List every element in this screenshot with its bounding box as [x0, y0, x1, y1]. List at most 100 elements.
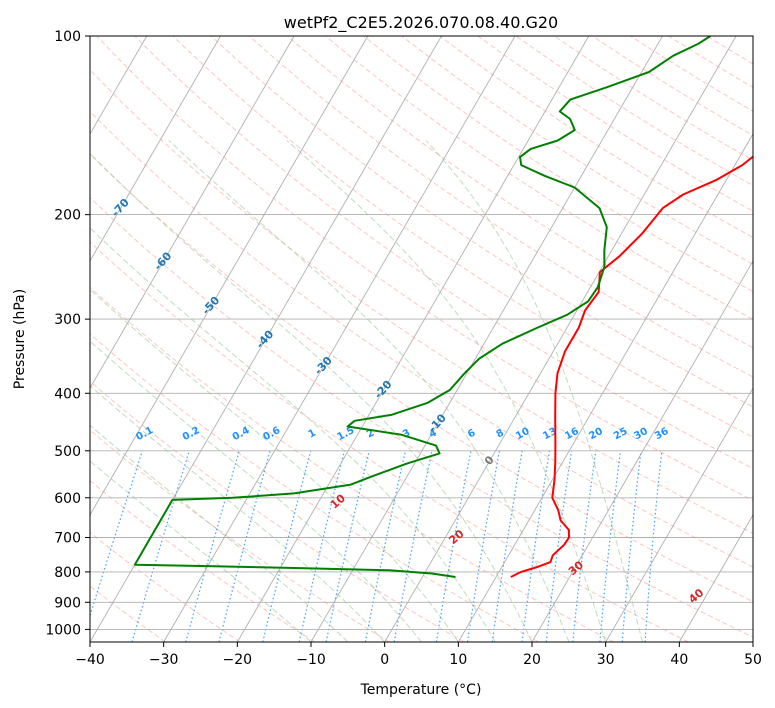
isotherm-line — [90, 36, 369, 516]
isotherm-label: -30 — [312, 354, 335, 378]
mixing-ratio-line — [521, 450, 551, 642]
dry-adiabat-line — [96, 36, 753, 502]
y-tick-label: 600 — [54, 491, 81, 507]
dry-adiabat-line — [90, 110, 753, 568]
isotherm-line — [163, 36, 516, 642]
dry-adiabat-line — [90, 429, 390, 642]
x-tick-label: 40 — [670, 652, 688, 668]
plot-frame — [89, 35, 754, 643]
isotherm-line — [605, 387, 753, 642]
moist-adiabat-line — [90, 152, 533, 642]
x-tick-label: 10 — [449, 652, 467, 668]
mixing-ratio-line — [262, 450, 312, 642]
isotherm-label: -70 — [109, 196, 132, 220]
mixing-ratio-line — [325, 450, 370, 642]
mixing-ratio-line — [466, 450, 500, 642]
dry-adiabat-line — [90, 241, 689, 642]
mixing-ratio-line — [131, 450, 190, 642]
dry-adiabat-line — [90, 531, 241, 642]
dry-adiabat-line — [90, 333, 540, 642]
moist-adiabat-line — [90, 424, 349, 642]
isotherm-line — [90, 36, 221, 262]
x-tick-label: 0 — [380, 652, 389, 668]
dry-adiabat-line — [90, 380, 465, 642]
isotherm-line — [90, 36, 295, 389]
y-axis-label: Pressure (hPa) — [12, 289, 28, 389]
y-tick-label: 1000 — [45, 622, 81, 638]
dry-adiabat-label: 10 — [328, 491, 348, 511]
dewpoint-profile-line — [133, 36, 711, 578]
y-tick-label: 100 — [54, 29, 81, 45]
x-tick-label: 30 — [597, 652, 615, 668]
background-line-labels: 0.10.20.40.611.52346810131620253036-100-… — [16, 101, 707, 606]
x-tick-label: −40 — [75, 652, 105, 668]
isotherm-line — [384, 36, 737, 642]
dry-adiabat-line — [401, 36, 753, 265]
mixing-ratio-label: 3 — [401, 428, 412, 441]
isotherm-line — [531, 260, 753, 642]
mixing-ratio-label: 0.6 — [261, 425, 282, 443]
isotherm-label: -90 — [16, 101, 39, 125]
mixing-ratio-label: 10 — [514, 426, 531, 442]
dry-adiabat-line — [439, 36, 753, 239]
dry-adiabat-line — [134, 36, 753, 470]
y-tick-label: 300 — [54, 312, 81, 328]
y-axis: 100 200 300 400 500 600 700 800 900 1000 — [45, 29, 90, 638]
mixing-ratio-label: 2 — [365, 428, 376, 441]
y-tick-label: 500 — [54, 444, 81, 460]
mixing-ratio-line — [298, 450, 346, 642]
x-tick-label: −30 — [149, 652, 179, 668]
x-axis-label: Temperature (°C) — [360, 682, 482, 698]
mixing-ratio-line — [185, 450, 240, 642]
mixing-ratio-label: 30 — [632, 426, 649, 442]
dry-adiabat-line — [90, 196, 753, 638]
dry-adiabat-line — [477, 36, 753, 212]
mixing-ratio-line — [218, 450, 271, 642]
y-tick-label: 200 — [54, 208, 81, 224]
isotherm-label: -60 — [151, 249, 174, 273]
mixing-ratio-label: 4 — [427, 428, 438, 441]
mixing-ratio-label: 0.1 — [134, 425, 155, 443]
dry-adiabat-line — [553, 36, 753, 161]
mixing-ratio-label: 20 — [587, 426, 604, 442]
x-tick-label: 50 — [744, 652, 762, 668]
grid-lines — [0, 36, 753, 642]
dry-adiabat-line — [248, 36, 753, 378]
x-tick-label: 20 — [523, 652, 541, 668]
isotherm-line — [457, 133, 753, 642]
dry-adiabat-line — [210, 36, 753, 408]
y-tick-label: 400 — [54, 386, 81, 402]
dry-adiabat-line — [90, 480, 315, 642]
isotherm-line — [752, 641, 753, 642]
isotherm-line — [310, 36, 663, 642]
mixing-ratio-line — [621, 450, 642, 642]
y-tick-label: 700 — [54, 531, 81, 547]
mixing-ratio-label: 1 — [307, 428, 318, 441]
mixing-ratio-line — [572, 450, 597, 642]
isotherm-line — [236, 36, 590, 642]
dry-adiabat-label: 30 — [566, 558, 586, 578]
dry-adiabat-line — [90, 153, 753, 603]
dry-adiabat-line — [90, 69, 753, 534]
mixing-ratio-label: 25 — [612, 426, 629, 442]
isotherm-label: 0 — [482, 453, 497, 468]
isotherm-label: -80 — [69, 137, 92, 161]
y-tick-label: 800 — [54, 565, 81, 581]
isotherm-label: -20 — [372, 378, 395, 402]
temperature-profile-line — [510, 155, 753, 578]
chart-title: wetPf2_C2E5.2026.070.08.40.G20 — [284, 13, 558, 33]
dry-adiabat-line — [90, 286, 614, 642]
moist-adiabat-line — [425, 140, 643, 642]
mixing-ratio-line — [644, 450, 663, 642]
isotherm-label: -40 — [253, 327, 276, 351]
dry-adiabat-line — [363, 36, 753, 293]
isotherm-line — [678, 514, 753, 642]
isotherm-line — [0, 36, 73, 642]
x-tick-label: −20 — [223, 652, 253, 668]
profile-lines — [133, 36, 753, 578]
x-tick-label: −10 — [296, 652, 326, 668]
mixing-ratio-line — [545, 450, 573, 642]
x-axis: −40 −30 −20 −10 0 10 20 30 40 50 — [75, 642, 762, 668]
mixing-ratio-label: 0.4 — [231, 425, 252, 443]
